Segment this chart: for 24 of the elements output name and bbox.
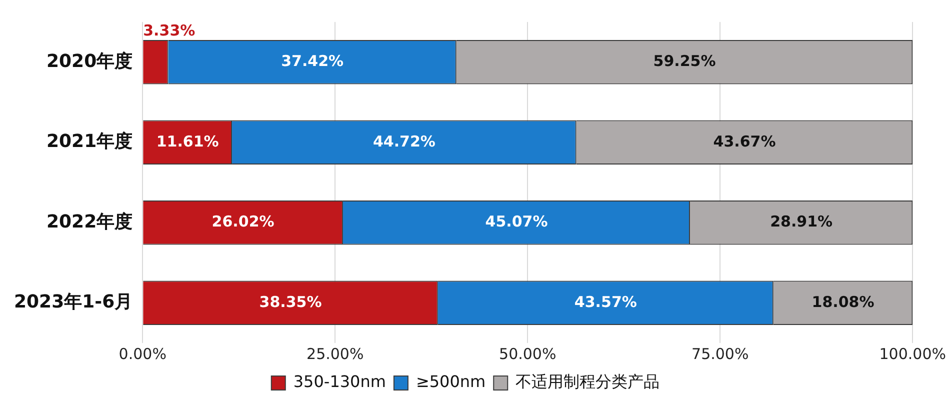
data-label: 26.02%: [212, 212, 274, 231]
y-tick-label: 2021年度: [46, 131, 133, 152]
data-label: 11.61%: [156, 132, 219, 150]
y-tick-label: 2020年度: [46, 50, 133, 72]
data-label: 43.57%: [574, 292, 637, 311]
data-label: 43.67%: [713, 132, 776, 150]
data-label: 59.25%: [653, 52, 716, 70]
data-label: 44.72%: [372, 132, 436, 150]
data-label: 45.07%: [485, 212, 548, 231]
data-label: 37.42%: [281, 52, 344, 70]
x-tick-label: 25.00%: [306, 344, 364, 363]
legend-label: 不适用制程分类产品: [516, 372, 660, 392]
x-tick-label: 50.00%: [499, 344, 556, 363]
data-label: 28.91%: [770, 212, 833, 231]
legend-label: ≥500nm: [416, 372, 486, 392]
data-label: 3.33%: [143, 21, 196, 40]
x-tick-label: 75.00%: [692, 344, 749, 363]
data-label: 18.08%: [812, 292, 874, 311]
y-tick-label: 2023年1-6月: [14, 292, 133, 313]
x-tick-label: 100.00%: [879, 344, 946, 363]
legend-label: 350-130nm: [293, 372, 386, 392]
y-tick-label: 2022年度: [46, 211, 133, 232]
data-label: 38.35%: [259, 292, 322, 311]
x-tick-label: 0.00%: [118, 344, 166, 363]
